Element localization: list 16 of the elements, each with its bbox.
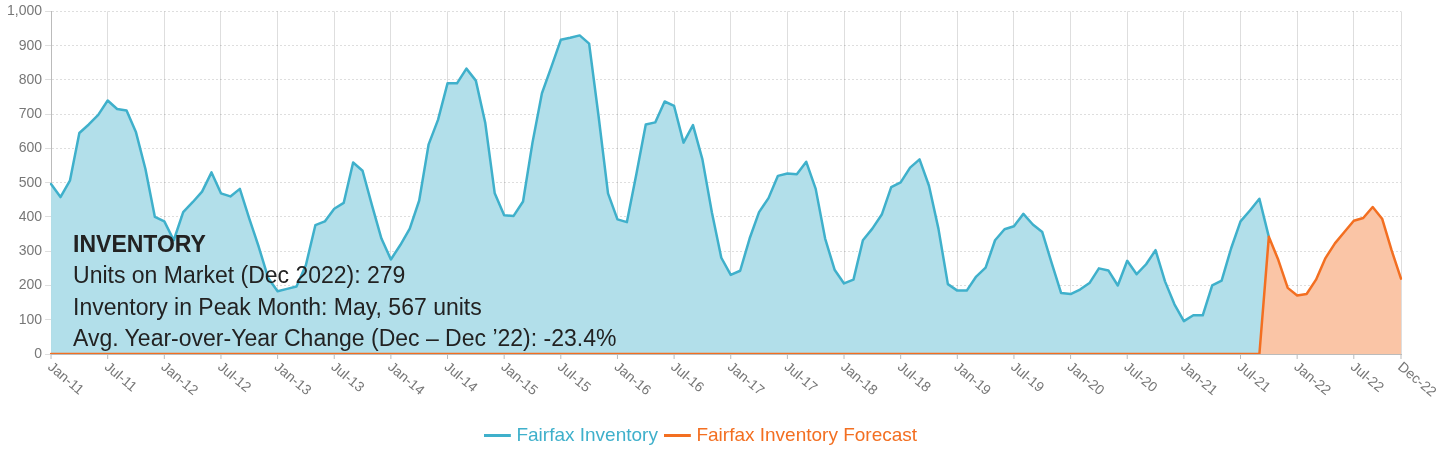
y-tick-label: 900 xyxy=(18,36,43,53)
annotation: Avg. Year-over-Year Change (Dec – Dec ’22): -23.4% xyxy=(73,325,617,351)
y-tick-label: 800 xyxy=(18,70,43,87)
y-tick-label: 200 xyxy=(18,276,43,293)
legend-label: Fairfax Inventory xyxy=(516,423,659,445)
y-tick-label: 700 xyxy=(18,105,43,122)
y-tick-label: 300 xyxy=(18,242,43,259)
annotation: INVENTORY xyxy=(73,230,206,257)
y-tick-label: 400 xyxy=(18,207,43,224)
y-tick-label: 500 xyxy=(18,173,43,190)
annotation: Inventory in Peak Month: May, 567 units xyxy=(73,293,482,320)
y-tick-label: 1,000 xyxy=(6,2,43,19)
y-tick-label: 600 xyxy=(18,139,43,156)
y-tick-label: 100 xyxy=(18,310,43,327)
y-tick-label: 0 xyxy=(34,344,43,361)
legend-label: Fairfax Inventory Forecast xyxy=(696,423,918,445)
